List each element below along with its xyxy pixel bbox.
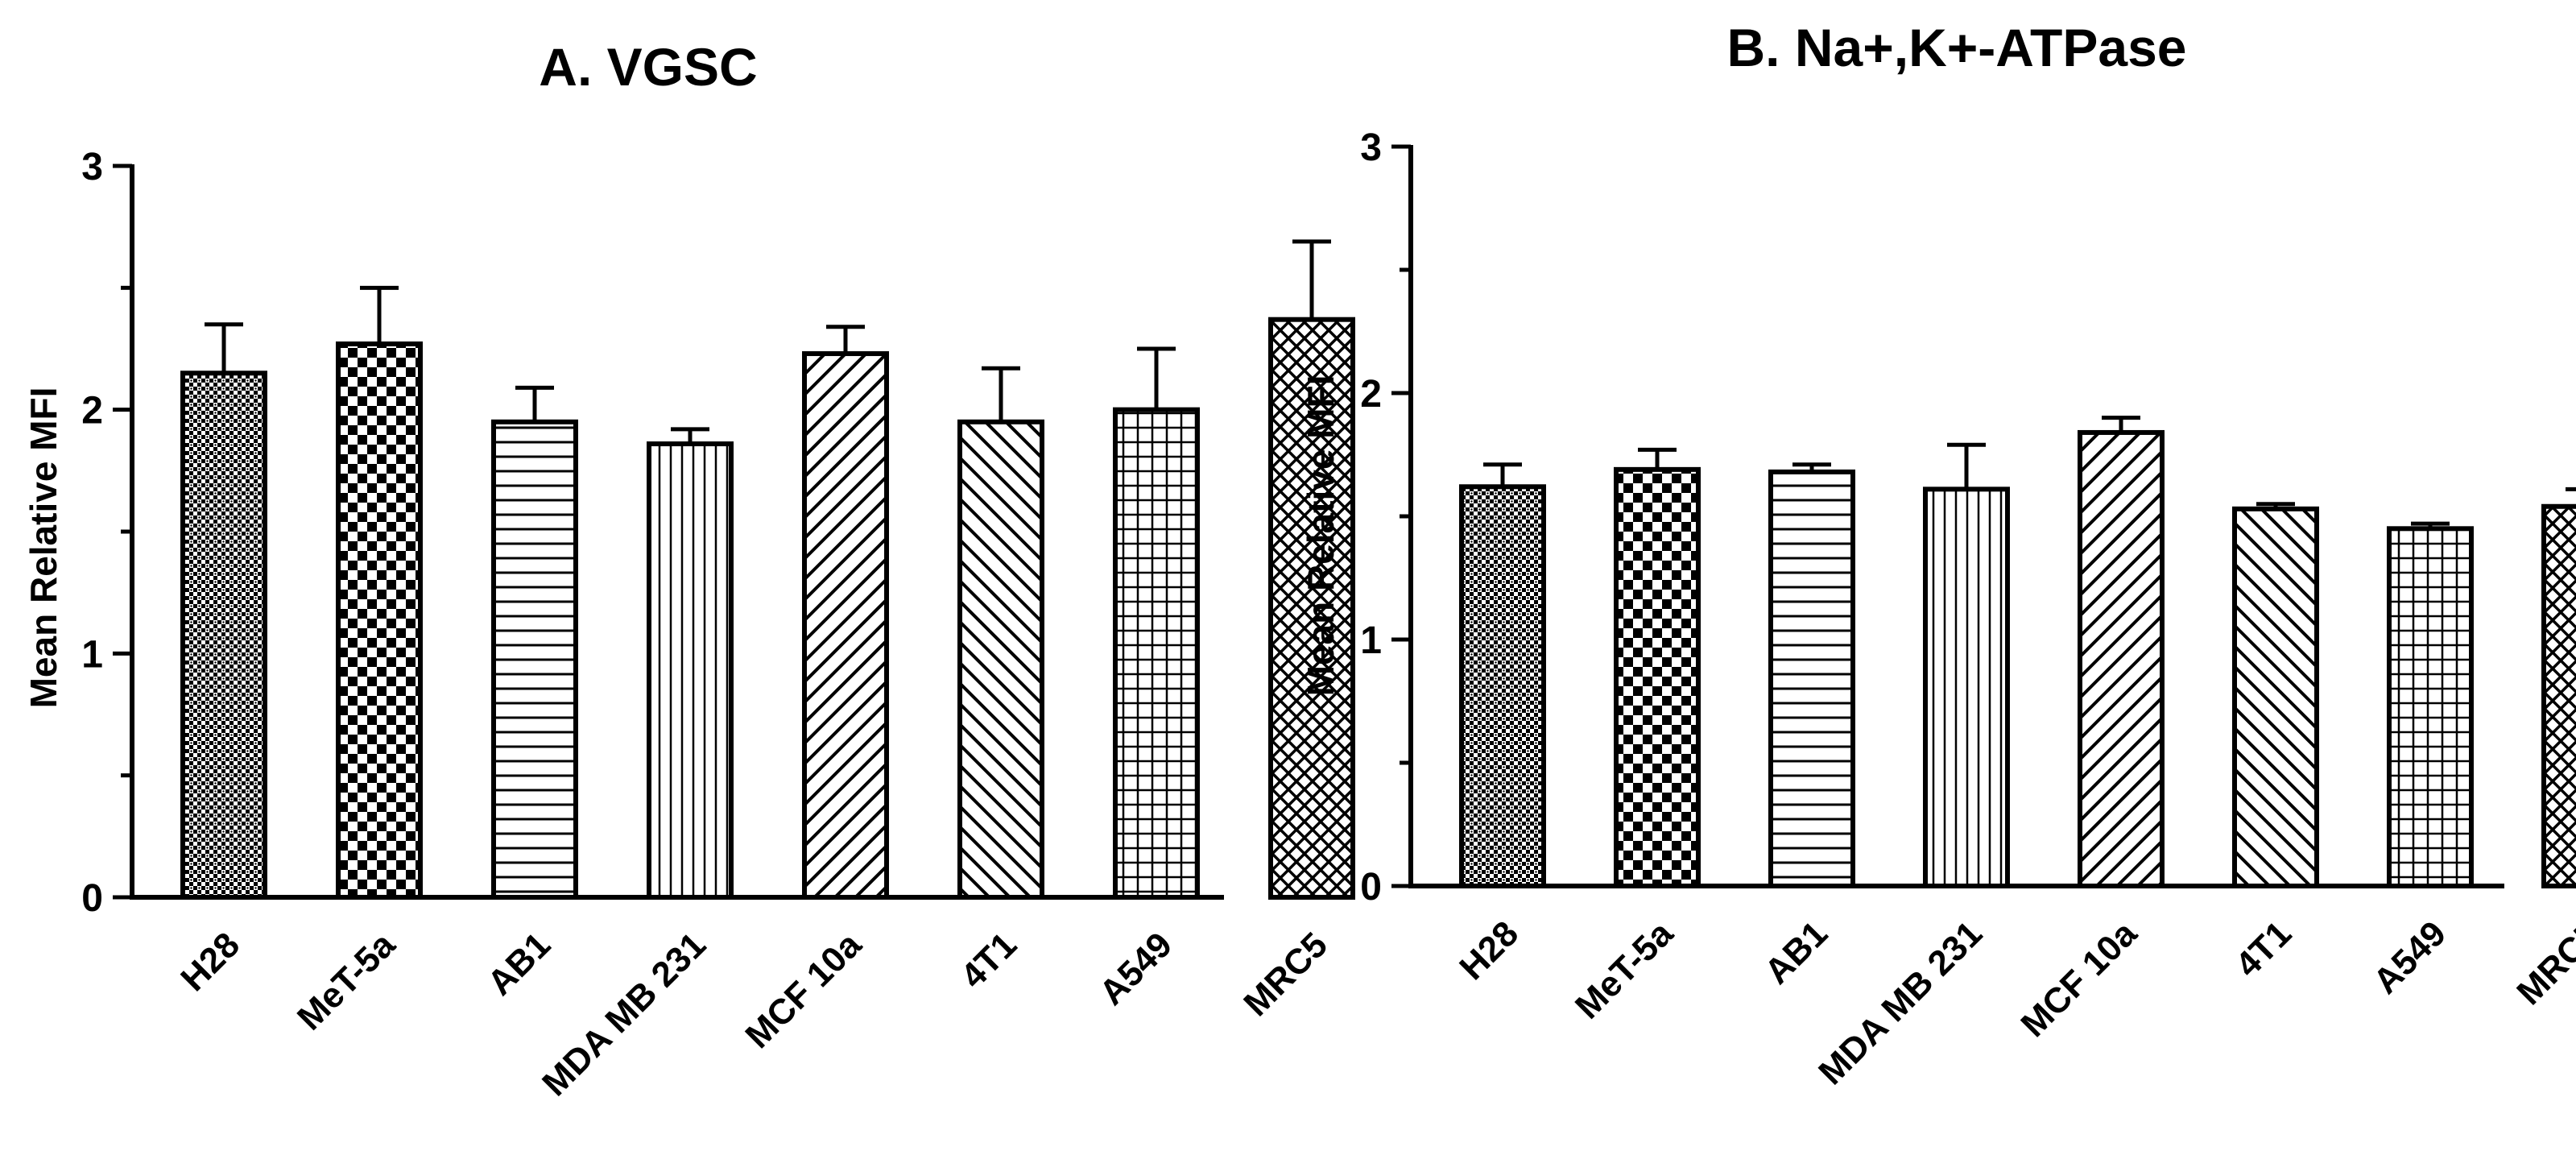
y-tick-label: 2 xyxy=(81,390,103,433)
bar-a549 xyxy=(2387,526,2474,888)
bar-mda-mb-231 xyxy=(647,441,734,900)
bar-mrc5 xyxy=(1268,317,1355,900)
category-label: MRC5 xyxy=(1236,925,1335,1024)
category-label: H28 xyxy=(1452,913,1526,987)
bar-4t1 xyxy=(957,419,1044,900)
y-tick-label: 1 xyxy=(81,633,103,676)
bar-h28 xyxy=(1459,484,1546,889)
category-label: AB1 xyxy=(1757,913,1835,992)
y-tick-label: 2 xyxy=(1360,373,1382,416)
bar-ab1 xyxy=(491,419,578,900)
bar-met-5a xyxy=(336,341,423,900)
bar-met-5a xyxy=(1614,466,1701,888)
y-axis-label: Mean Relative MFI xyxy=(1300,375,1342,697)
category-label: MeT-5a xyxy=(290,925,403,1037)
bar-mcf-10a xyxy=(802,351,889,900)
category-label: 4T1 xyxy=(2228,913,2299,984)
category-label: MDA MB 231 xyxy=(535,925,713,1103)
category-label: A549 xyxy=(2366,913,2454,1001)
category-label: MCF 10a xyxy=(738,925,869,1056)
category-label: H28 xyxy=(173,925,247,999)
category-label: MRC5 xyxy=(2509,913,2576,1012)
y-tick-label: 3 xyxy=(81,146,103,188)
bar-h28 xyxy=(180,371,267,900)
y-tick-label: 0 xyxy=(1360,866,1382,909)
category-label: AB1 xyxy=(480,925,558,1003)
bar-mrc5 xyxy=(2541,503,2576,888)
category-label: MCF 10a xyxy=(2013,913,2144,1045)
y-tick-label: 1 xyxy=(1360,619,1382,662)
bar-mda-mb-231 xyxy=(1923,486,2010,889)
bar-mcf-10a xyxy=(2078,429,2165,888)
y-tick-label: 3 xyxy=(1360,126,1382,169)
category-label: MeT-5a xyxy=(1568,913,1681,1026)
chart-title: A. VGSC xyxy=(539,37,757,97)
category-label: MDA MB 231 xyxy=(1811,913,1990,1092)
bar-a549 xyxy=(1113,407,1200,900)
bar-4t1 xyxy=(2232,506,2319,888)
y-tick-label: 0 xyxy=(81,877,103,920)
chart-title: B. Na+,K+-ATPase xyxy=(1727,18,2187,77)
panel-b: B. Na+,K+-ATPase Mean Relative MFI H28 Me… xyxy=(1300,18,2576,1092)
category-label: 4T1 xyxy=(953,925,1024,996)
bar-ab1 xyxy=(1768,469,1855,888)
panel-a: A. VGSC Mean Relative MFI H28 MeT-5a AB1MD… xyxy=(23,37,1355,1103)
y-axis-label: Mean Relative MFI xyxy=(23,387,64,709)
category-label: A549 xyxy=(1092,925,1180,1012)
